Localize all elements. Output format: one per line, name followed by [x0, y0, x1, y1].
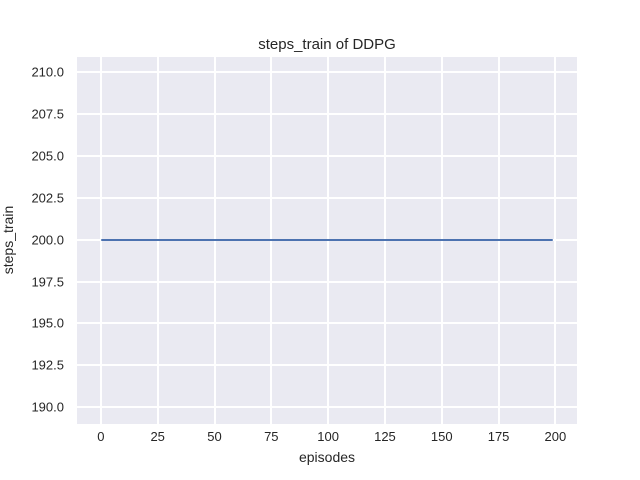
y-gridline	[77, 196, 577, 199]
y-tick-label: 197.5	[31, 274, 64, 290]
y-gridline	[77, 406, 577, 409]
x-tick-label: 50	[207, 429, 222, 444]
y-gridline	[77, 322, 577, 325]
y-tick-label: 195.0	[31, 315, 64, 331]
y-tick-label: 205.0	[31, 148, 64, 164]
x-tick-label: 175	[487, 429, 510, 444]
y-tick-label: 200.0	[31, 232, 64, 248]
x-tick-label: 75	[264, 429, 279, 444]
x-tick-label: 200	[544, 429, 567, 444]
y-gridline	[77, 364, 577, 367]
x-tick-label: 150	[430, 429, 453, 444]
y-gridline	[77, 280, 577, 283]
y-gridline	[77, 154, 577, 157]
x-tick-label: 0	[97, 429, 105, 444]
plot-area	[77, 57, 577, 424]
y-tick-label: 202.5	[31, 190, 64, 206]
y-tick-label: 190.0	[31, 399, 64, 415]
y-tick-label: 207.5	[31, 106, 64, 122]
x-tick-label: 125	[374, 429, 396, 444]
x-axis-label: episodes	[298, 449, 356, 465]
chart-title: steps_train of DDPG	[258, 36, 396, 53]
y-tick-label: 192.5	[31, 357, 64, 373]
x-tick-label: 25	[150, 429, 165, 444]
y-tick-label: 210.0	[31, 64, 64, 80]
y-gridline	[77, 112, 577, 115]
y-gridline	[77, 71, 577, 74]
x-tick-label: 100	[317, 429, 339, 444]
series-line-steps_train	[100, 238, 554, 241]
